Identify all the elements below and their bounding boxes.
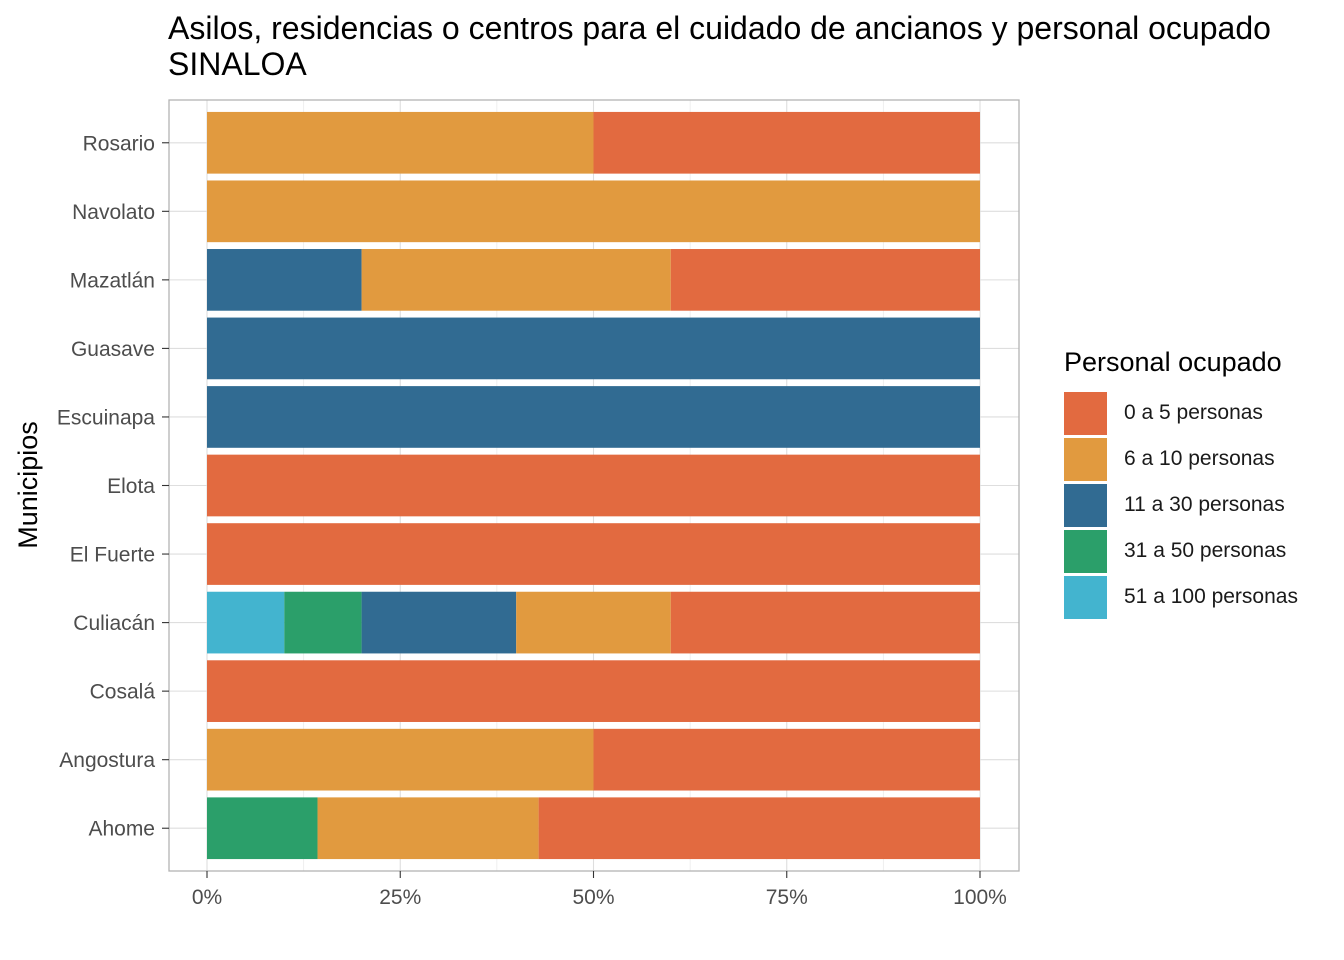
y-tick-label: Rosario xyxy=(83,132,155,155)
y-tick-label: Ahome xyxy=(88,818,155,841)
x-tick-label: 50% xyxy=(572,886,614,909)
legend-label: 31 a 50 personas xyxy=(1124,539,1287,562)
chart-title-line-1: Asilos, residencias o centros para el cu… xyxy=(168,10,1271,46)
bar-segment xyxy=(207,386,980,448)
legend-item: 6 a 10 personas xyxy=(1064,436,1298,482)
legend-items: 0 a 5 personas 6 a 10 personas 11 a 30 per… xyxy=(1064,390,1298,620)
legend-label: 6 a 10 personas xyxy=(1124,447,1275,470)
y-axis: Ahome Angostura Cosalá Culiacán El Fuerte Elo… xyxy=(57,132,169,841)
legend-item: 31 a 50 personas xyxy=(1064,528,1298,574)
y-tick-label: Navolato xyxy=(72,201,155,224)
bar-segment xyxy=(207,523,980,585)
bar-segment xyxy=(538,797,980,860)
legend-title: Personal ocupado xyxy=(1064,347,1282,377)
bar-segment xyxy=(207,317,980,380)
bar-segment xyxy=(317,797,539,860)
bar-segment xyxy=(207,728,594,791)
legend-item: 11 a 30 personas xyxy=(1064,482,1298,528)
y-tick-label: Escuinapa xyxy=(57,406,155,429)
y-tick-label: Culiacán xyxy=(73,612,155,635)
x-tick-label: 75% xyxy=(766,886,808,909)
bar-segment xyxy=(207,454,980,517)
x-tick-label: 100% xyxy=(953,886,1007,909)
y-tick-label: Cosalá xyxy=(90,681,156,704)
bar-segment xyxy=(593,111,980,174)
y-tick-label: Elota xyxy=(107,475,155,498)
bar-segment xyxy=(207,180,980,243)
bar-segment xyxy=(361,249,671,311)
legend-swatch xyxy=(1064,529,1107,573)
legend-label: 51 a 100 personas xyxy=(1124,585,1298,608)
legend-label: 0 a 5 personas xyxy=(1124,401,1263,424)
x-axis: 0% 25% 50% 75% 100% xyxy=(192,871,1007,909)
x-tick-label: 25% xyxy=(379,886,421,909)
legend-label: 11 a 30 personas xyxy=(1124,493,1285,516)
bars xyxy=(207,111,980,860)
bar-segment xyxy=(207,249,362,311)
legend-swatch xyxy=(1064,483,1107,527)
legend: Personal ocupado 0 a 5 personas 6 a 10 pe… xyxy=(1064,347,1298,620)
chart-title-line-2: SINALOA xyxy=(168,46,307,82)
legend-swatch xyxy=(1064,391,1107,435)
y-axis-label: Municipios xyxy=(13,421,43,549)
y-tick-label: El Fuerte xyxy=(70,544,155,567)
legend-swatch xyxy=(1064,437,1107,481)
bar-segment xyxy=(207,591,285,654)
y-tick-label: Angostura xyxy=(59,749,155,772)
bar-segment xyxy=(361,591,517,654)
bar-segment xyxy=(207,111,594,174)
legend-swatch xyxy=(1064,575,1107,619)
legend-item: 51 a 100 personas xyxy=(1064,574,1298,620)
bar-segment xyxy=(207,660,980,722)
chart-title: Asilos, residencias o centros para el cu… xyxy=(168,10,1271,82)
bar-segment xyxy=(284,591,362,654)
legend-item: 0 a 5 personas xyxy=(1064,390,1298,436)
bar-segment xyxy=(207,797,318,860)
bar-segment xyxy=(516,591,671,654)
bar-segment xyxy=(670,591,980,654)
bar-segment xyxy=(593,728,980,791)
y-tick-label: Mazatlán xyxy=(70,269,155,292)
x-tick-label: 0% xyxy=(192,886,222,909)
y-tick-label: Guasave xyxy=(71,338,155,361)
bar-segment xyxy=(670,249,980,311)
